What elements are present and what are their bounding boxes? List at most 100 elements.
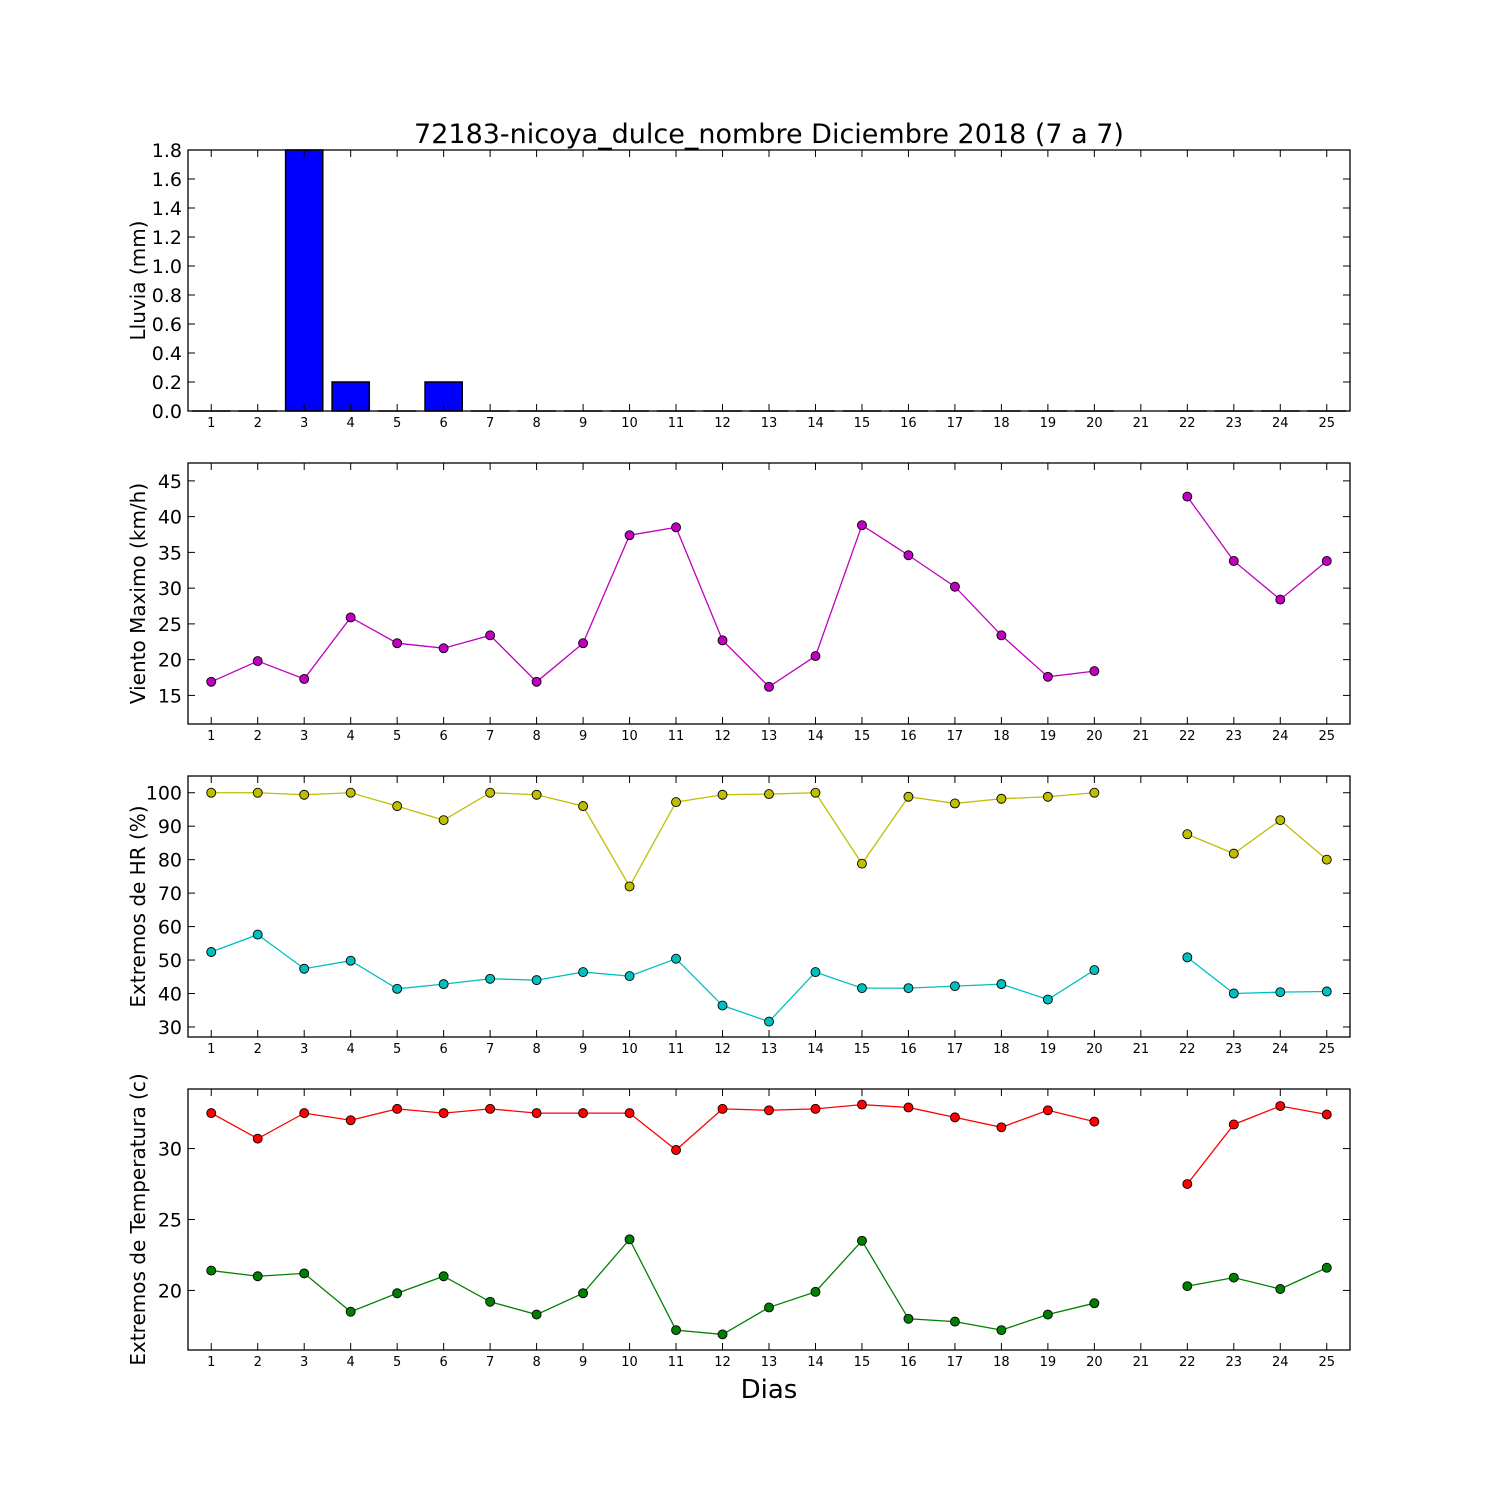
data-point xyxy=(996,630,1007,641)
data-point xyxy=(671,1145,681,1155)
x-tick-label: 14 xyxy=(807,416,824,431)
data-point xyxy=(996,1325,1007,1336)
x-tick-label: 9 xyxy=(579,416,587,431)
y-tick-label: 35 xyxy=(158,542,182,564)
data-point xyxy=(717,1103,728,1114)
y-tick-label: 100 xyxy=(146,783,182,805)
data-point xyxy=(764,789,774,800)
x-tick-label: 21 xyxy=(1133,1355,1150,1370)
y-tick-label: 0.0 xyxy=(152,401,182,423)
data-point xyxy=(624,971,635,982)
data-point xyxy=(206,947,217,957)
data-point xyxy=(392,1103,403,1114)
x-tick-label: 8 xyxy=(532,729,540,744)
data-point xyxy=(1321,1262,1332,1273)
x-tick-label: 4 xyxy=(347,1355,355,1370)
x-tick-label: 4 xyxy=(347,416,355,431)
data-point xyxy=(299,1108,310,1119)
x-tick-label: 4 xyxy=(347,1042,355,1057)
x-tick-label: 1 xyxy=(207,1355,215,1370)
x-tick-label: 14 xyxy=(807,1355,824,1370)
data-point xyxy=(531,975,542,986)
x-tick-label: 17 xyxy=(947,1042,964,1057)
data-point xyxy=(1042,671,1053,682)
data-point xyxy=(1275,815,1286,826)
data-point xyxy=(717,1000,728,1011)
data-point xyxy=(1089,965,1100,976)
data-point xyxy=(1275,987,1286,998)
data-point xyxy=(392,638,403,649)
x-tick-label: 24 xyxy=(1272,1042,1289,1057)
data-point xyxy=(392,983,403,994)
y-tick-label: 1.6 xyxy=(152,169,182,191)
x-tick-label: 7 xyxy=(486,1355,494,1370)
y-axis-label: Viento Maximo (km/h) xyxy=(126,483,150,704)
data-point xyxy=(206,1265,217,1276)
x-tick-label: 4 xyxy=(347,729,355,744)
data-point xyxy=(531,1108,542,1119)
x-tick-label: 7 xyxy=(486,1042,494,1057)
data-point xyxy=(857,1099,867,1110)
data-point xyxy=(903,1313,914,1324)
y-tick-label: 1.0 xyxy=(152,256,182,278)
x-tick-label: 5 xyxy=(393,416,401,431)
data-point xyxy=(531,676,542,687)
data-point xyxy=(252,787,263,798)
y-tick-label: 20 xyxy=(158,650,182,672)
data-point xyxy=(671,522,681,533)
series-line xyxy=(210,1103,1095,1151)
data-point xyxy=(996,1122,1007,1133)
x-tick-label: 11 xyxy=(668,1042,685,1057)
data-point xyxy=(996,979,1007,990)
data-point xyxy=(671,953,681,964)
x-tick-label: 23 xyxy=(1226,1042,1243,1057)
series-line xyxy=(211,1238,1095,1336)
x-tick-label: 6 xyxy=(439,729,447,744)
data-point xyxy=(206,676,217,687)
data-point xyxy=(1275,1101,1286,1111)
y-tick-label: 0.2 xyxy=(152,372,182,394)
data-point xyxy=(949,1316,960,1327)
x-tick-label: 17 xyxy=(947,1355,964,1370)
x-tick-label: 11 xyxy=(668,729,685,744)
data-point xyxy=(578,638,589,649)
series-line xyxy=(1186,496,1328,601)
x-tick-label: 9 xyxy=(579,1355,587,1370)
x-tick-label: 25 xyxy=(1318,1355,1335,1370)
x-tick-label: 22 xyxy=(1179,1042,1196,1057)
data-point xyxy=(624,530,635,541)
data-point xyxy=(531,789,542,800)
data-point xyxy=(903,791,914,802)
data-point xyxy=(345,1115,356,1126)
x-tick-label: 18 xyxy=(993,729,1010,744)
data-point xyxy=(903,550,914,561)
data-point xyxy=(1042,1105,1053,1116)
x-tick-label: 17 xyxy=(947,729,964,744)
data-point xyxy=(1089,666,1100,677)
data-point xyxy=(1321,1109,1332,1120)
data-point xyxy=(857,858,867,869)
bar xyxy=(284,149,324,412)
y-axis-label: Lluvia (mm) xyxy=(126,221,150,341)
data-point xyxy=(206,787,217,798)
x-tick-label: 19 xyxy=(1040,416,1057,431)
data-point xyxy=(1321,556,1332,566)
data-point xyxy=(438,815,449,826)
y-tick-label: 60 xyxy=(158,917,182,939)
x-tick-label: 25 xyxy=(1318,729,1335,744)
x-tick-label: 2 xyxy=(254,1042,262,1057)
x-tick-label: 13 xyxy=(761,416,778,431)
data-point xyxy=(949,581,960,592)
data-point xyxy=(810,651,821,662)
x-tick-label: 18 xyxy=(993,1355,1010,1370)
data-point xyxy=(299,963,310,974)
x-tick-label: 8 xyxy=(532,1042,540,1057)
x-tick-label: 20 xyxy=(1086,1042,1103,1057)
x-tick-label: 21 xyxy=(1133,729,1150,744)
data-point xyxy=(1228,1119,1239,1130)
x-tick-label: 10 xyxy=(621,1042,638,1057)
data-point xyxy=(810,1103,821,1114)
y-tick-label: 30 xyxy=(158,578,182,600)
x-tick-label: 22 xyxy=(1179,416,1196,431)
y-axis-label: Extremos de Temperatura (c) xyxy=(126,1073,150,1365)
